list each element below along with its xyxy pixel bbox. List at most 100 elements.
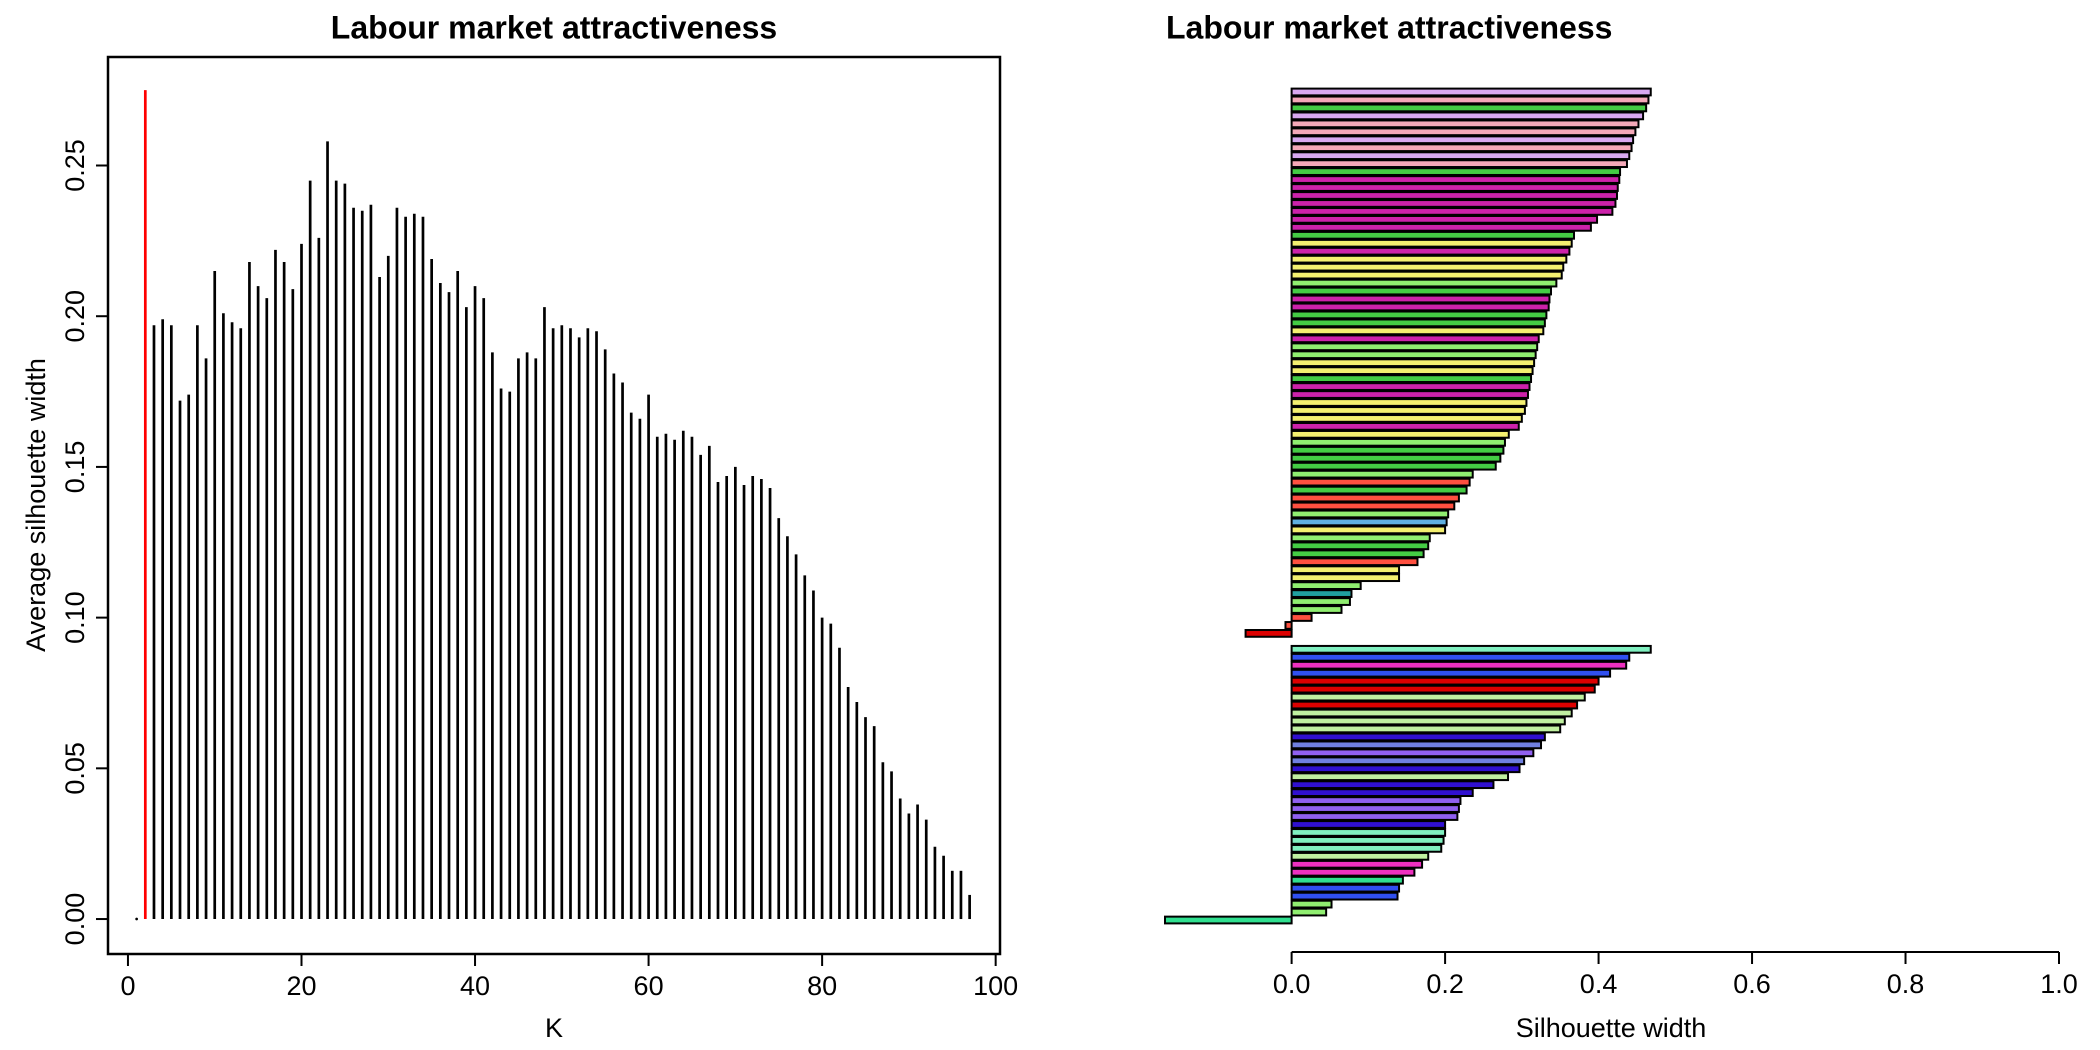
silhouette-bar bbox=[1290, 87, 1652, 97]
silhouette-bar bbox=[1290, 517, 1448, 527]
silhouette-bar bbox=[1290, 836, 1445, 845]
silhouette-bar bbox=[1290, 278, 1558, 288]
silhouette-bar bbox=[1290, 119, 1640, 129]
silhouette-bar bbox=[1290, 230, 1576, 240]
silhouette-bar bbox=[1290, 294, 1551, 304]
silhouette-bar bbox=[1290, 477, 1471, 487]
silhouette-bar bbox=[1290, 414, 1523, 423]
silhouette-bar bbox=[1290, 207, 1614, 216]
silhouette-bar bbox=[1290, 167, 1622, 176]
silhouette-bar bbox=[1290, 851, 1430, 861]
silhouette-bar bbox=[1290, 859, 1424, 869]
silhouette-bar bbox=[1290, 525, 1447, 535]
silhouette-bar bbox=[1290, 748, 1535, 758]
x-tick-label: 20 bbox=[286, 971, 316, 1001]
silhouette-bar bbox=[1290, 541, 1430, 551]
silhouette-bar bbox=[1290, 469, 1474, 479]
silhouette-bar bbox=[1290, 764, 1521, 774]
silhouette-bar bbox=[1290, 151, 1631, 161]
silhouette-bar bbox=[1290, 374, 1533, 383]
x-tick-label: 0.4 bbox=[1580, 969, 1618, 999]
silhouette-bar bbox=[1290, 286, 1552, 296]
silhouette-bar bbox=[1290, 461, 1497, 471]
silhouette-bar bbox=[1290, 788, 1474, 798]
silhouette-bar bbox=[1290, 310, 1548, 320]
x-tick-label: 80 bbox=[807, 971, 837, 1001]
silhouette-bar bbox=[1290, 708, 1573, 718]
silhouette-bar bbox=[1290, 589, 1353, 598]
silhouette-bar bbox=[1244, 629, 1293, 638]
silhouette-bar bbox=[1290, 302, 1550, 312]
silhouette-bar bbox=[1290, 366, 1534, 376]
silhouette-bar bbox=[1290, 549, 1425, 559]
y-axis-label: Average silhouette width bbox=[21, 358, 51, 652]
silhouette-bar bbox=[1290, 565, 1401, 575]
silhouette-bar bbox=[1290, 668, 1612, 678]
silhouette-bar bbox=[1290, 453, 1502, 463]
silhouette-bar bbox=[1290, 175, 1621, 184]
silhouette-bar bbox=[1290, 780, 1495, 790]
y-tick-label: 0.00 bbox=[60, 893, 90, 946]
y-tick-label: 0.05 bbox=[60, 742, 90, 795]
silhouette-bar bbox=[1290, 135, 1635, 145]
silhouette-bar bbox=[1290, 907, 1328, 917]
silhouette-bar bbox=[1290, 342, 1539, 352]
silhouette-bar bbox=[1290, 254, 1568, 264]
silhouette-bar bbox=[1290, 867, 1416, 877]
silhouette-bar bbox=[1164, 915, 1293, 925]
silhouette-bar bbox=[1290, 191, 1618, 200]
silhouette-bar bbox=[1290, 382, 1531, 391]
silhouette-bar bbox=[1290, 493, 1460, 503]
silhouette-bar bbox=[1290, 326, 1545, 336]
silhouette-bar bbox=[1290, 660, 1628, 670]
silhouette-bar bbox=[1290, 445, 1505, 455]
y-tick-label: 0.25 bbox=[60, 139, 90, 192]
x-tick-label: 40 bbox=[460, 971, 490, 1001]
silhouette-bar bbox=[1290, 103, 1648, 113]
silhouette-bar bbox=[1290, 422, 1520, 431]
silhouette-bar bbox=[1290, 270, 1563, 280]
silhouette-bar bbox=[1290, 485, 1468, 495]
silhouette-bar bbox=[1290, 95, 1650, 105]
x-tick-label: 0.6 bbox=[1733, 969, 1771, 999]
silhouette-bar bbox=[1290, 111, 1645, 121]
chart-title: Labour market attractiveness bbox=[331, 9, 777, 45]
silhouette-bar bbox=[1290, 429, 1510, 439]
chart-title: Labour market attractiveness bbox=[1166, 9, 1612, 45]
silhouette-bar bbox=[1290, 557, 1419, 567]
silhouette-bar bbox=[1290, 828, 1447, 837]
silhouette-bar bbox=[1290, 398, 1528, 407]
silhouette-bar bbox=[1290, 334, 1540, 344]
silhouette-bar bbox=[1290, 875, 1404, 885]
silhouette-bar bbox=[1290, 199, 1617, 208]
silhouette-bar bbox=[1290, 772, 1510, 782]
y-tick-label: 0.15 bbox=[60, 441, 90, 494]
silhouette-bar bbox=[1290, 605, 1343, 614]
silhouette-bar bbox=[1284, 621, 1293, 630]
silhouette-bar bbox=[1290, 883, 1401, 893]
x-tick-label: 1.0 bbox=[2040, 969, 2078, 999]
x-axis-label: K bbox=[545, 1013, 563, 1043]
silhouette-bar bbox=[1290, 613, 1313, 622]
silhouette-bar bbox=[1290, 390, 1529, 399]
x-tick-label: 60 bbox=[634, 971, 664, 1001]
silhouette-bar bbox=[1290, 716, 1566, 726]
y-tick-label: 0.10 bbox=[60, 591, 90, 644]
silhouette-bar bbox=[1290, 509, 1450, 519]
silhouette-bar bbox=[1290, 692, 1586, 702]
silhouette-bar bbox=[1290, 406, 1526, 415]
x-tick-label: 100 bbox=[973, 971, 1018, 1001]
silhouette-bar bbox=[1290, 238, 1573, 248]
silhouette-bar bbox=[1290, 222, 1592, 232]
silhouette-bar bbox=[1290, 812, 1459, 821]
silhouette-bar bbox=[1290, 684, 1596, 694]
silhouette-bar bbox=[1290, 891, 1399, 901]
silhouette-bar bbox=[1290, 262, 1565, 272]
silhouette-bar bbox=[1290, 732, 1546, 742]
silhouette-bar bbox=[1290, 501, 1456, 511]
x-tick-label: 0.2 bbox=[1426, 969, 1464, 999]
silhouette-bar bbox=[1290, 796, 1462, 805]
silhouette-bar bbox=[1290, 700, 1579, 710]
silhouette-bar bbox=[1290, 724, 1562, 734]
